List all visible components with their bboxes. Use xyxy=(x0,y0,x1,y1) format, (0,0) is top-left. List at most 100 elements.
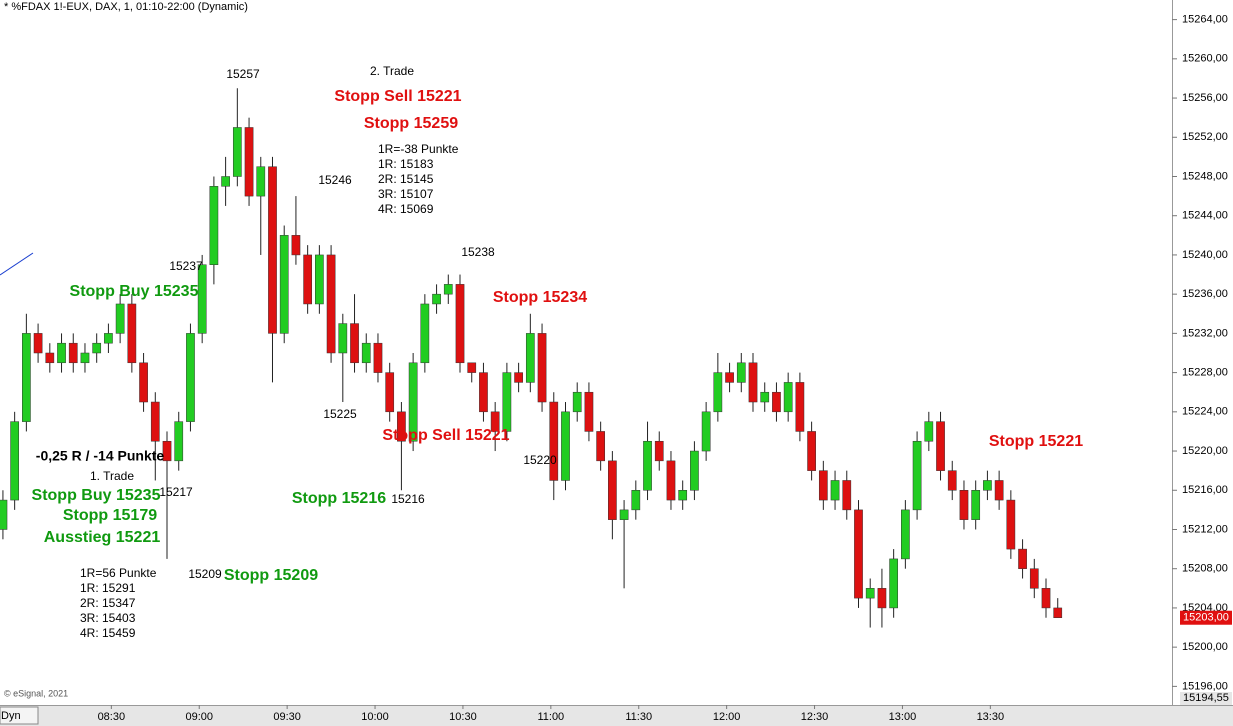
x-tick-label: 12:00 xyxy=(713,711,741,723)
x-tick-label: 11:30 xyxy=(625,711,652,723)
candle-body xyxy=(959,490,969,520)
candle-body xyxy=(678,490,688,501)
candle-body xyxy=(795,382,805,432)
candle-body xyxy=(725,372,734,383)
candle-body xyxy=(455,284,465,364)
candle-body xyxy=(197,264,207,334)
annotation: 1. Trade xyxy=(90,469,134,483)
candle-body xyxy=(22,333,31,422)
candle-body xyxy=(924,421,934,442)
y-tick-label: 15244,00 xyxy=(1182,210,1228,222)
candle-body xyxy=(174,421,184,462)
candle-body xyxy=(631,490,641,511)
candle-body xyxy=(701,411,711,452)
annotation: 1R: 15291 xyxy=(80,581,136,595)
dyn-button[interactable] xyxy=(0,706,39,725)
chart-title: * %FDAX 1!-EUX, DAX, 1, 01:10-22:00 (Dyn… xyxy=(4,1,248,13)
y-tick-label: 15196,00 xyxy=(1182,680,1228,692)
candle-body xyxy=(10,421,20,501)
candle-body xyxy=(80,352,90,364)
candle-body xyxy=(1053,607,1063,618)
candle-body xyxy=(268,166,277,334)
annotation: 1R: 15183 xyxy=(378,157,434,171)
candle-body xyxy=(221,176,230,187)
candle-body xyxy=(115,303,125,334)
annotation: Stopp 15234 xyxy=(493,289,587,306)
candle-body xyxy=(502,372,512,432)
annotation: Stopp 15179 xyxy=(63,507,157,524)
y-tick-label: 15220,00 xyxy=(1182,445,1228,457)
annotation: 15216 xyxy=(391,492,425,506)
candle-body xyxy=(244,127,254,197)
trend-line xyxy=(0,252,34,276)
candle-body xyxy=(865,588,875,599)
y-tick-label: 15236,00 xyxy=(1182,288,1228,300)
annotation: Stopp Buy 15235 xyxy=(32,487,161,504)
candle-body xyxy=(350,323,359,364)
annotation: Stopp Sell 15221 xyxy=(382,427,509,444)
annotation: 15257 xyxy=(226,67,260,81)
annotation: Ausstieg 15221 xyxy=(44,529,161,546)
candle-body xyxy=(361,342,371,364)
candle-body xyxy=(326,254,336,354)
candle-body xyxy=(150,401,160,442)
x-tick-label: 11:00 xyxy=(537,711,564,723)
candle-body xyxy=(397,411,406,442)
annotation: 15217 xyxy=(159,485,193,499)
candle-body xyxy=(338,323,348,354)
annotation: Stopp 15259 xyxy=(364,115,458,132)
candle-body xyxy=(666,460,676,501)
x-tick-label: 09:00 xyxy=(185,711,213,723)
candle-body xyxy=(619,509,629,520)
dyn-button-label[interactable]: Dyn xyxy=(1,710,21,722)
candle-body xyxy=(1006,499,1016,550)
candle-body xyxy=(736,362,746,383)
candle-body xyxy=(936,421,945,471)
candle-body xyxy=(1041,588,1051,609)
y-tick-label: 15232,00 xyxy=(1182,327,1228,339)
candle-body xyxy=(877,588,887,609)
y-tick-label: 15248,00 xyxy=(1182,170,1228,182)
candle-body xyxy=(279,235,289,334)
x-tick-label: 08:30 xyxy=(98,711,126,723)
candle-body xyxy=(772,391,781,413)
candle-body xyxy=(1029,568,1039,589)
candle-body xyxy=(385,372,395,413)
x-tick-label: 09:30 xyxy=(273,711,301,723)
credit: © eSignal, 2021 xyxy=(4,688,68,698)
x-tick-label: 13:00 xyxy=(889,711,917,723)
candle-body xyxy=(983,480,992,491)
candle-body xyxy=(256,166,266,197)
candle-body xyxy=(186,333,195,422)
candle-body xyxy=(748,362,758,403)
y-tick-label: 15252,00 xyxy=(1182,131,1228,143)
candle-body xyxy=(45,352,55,364)
candle-body xyxy=(104,333,113,344)
candle-body xyxy=(467,362,477,373)
candle-body xyxy=(807,431,816,471)
candle-body xyxy=(432,293,441,305)
candle-body xyxy=(209,186,219,265)
candle-body xyxy=(549,401,559,481)
candle-body xyxy=(443,284,453,295)
candle-body xyxy=(572,391,582,413)
annotation: 15238 xyxy=(461,245,495,259)
candle-body xyxy=(584,391,594,432)
candle-body xyxy=(525,333,535,383)
y-tick-label: 15264,00 xyxy=(1182,14,1228,26)
y-tick-label: 15228,00 xyxy=(1182,367,1228,379)
annotation: 3R: 15403 xyxy=(80,611,136,625)
annotation: 15220 xyxy=(523,453,557,467)
y-tick-label: 15240,00 xyxy=(1182,249,1228,261)
y-tick-label: 15256,00 xyxy=(1182,92,1228,104)
candle-body xyxy=(818,470,828,501)
candle-body xyxy=(901,509,910,560)
candle-body xyxy=(994,480,1004,501)
candle-body xyxy=(68,342,78,364)
candle-body xyxy=(783,382,793,413)
annotation: 1R=-38 Punkte xyxy=(378,142,459,156)
y-tick-label: 15200,00 xyxy=(1182,641,1228,653)
candle-body xyxy=(889,558,899,609)
annotation: Stopp Sell 15221 xyxy=(334,88,461,105)
